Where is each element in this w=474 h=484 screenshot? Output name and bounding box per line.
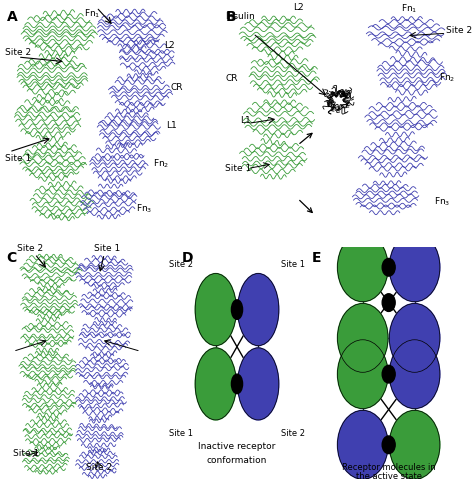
- Text: Fn$_3$: Fn$_3$: [136, 202, 152, 215]
- Text: Fn$_3$: Fn$_3$: [434, 195, 450, 208]
- Circle shape: [382, 365, 395, 383]
- Text: Receptor molecules in: Receptor molecules in: [342, 463, 436, 472]
- Circle shape: [231, 374, 243, 393]
- Circle shape: [337, 303, 388, 372]
- Text: Fn$_1$: Fn$_1$: [84, 7, 100, 20]
- Circle shape: [382, 294, 395, 311]
- Circle shape: [337, 233, 388, 302]
- Text: Fn$_2$: Fn$_2$: [439, 72, 455, 84]
- Text: Fn$_1$: Fn$_1$: [401, 3, 418, 15]
- Circle shape: [389, 303, 440, 372]
- Text: Site 2: Site 2: [17, 244, 43, 254]
- Circle shape: [337, 410, 388, 479]
- Text: B: B: [225, 10, 236, 24]
- Circle shape: [195, 348, 237, 420]
- Text: Site 1: Site 1: [94, 244, 121, 254]
- Text: C: C: [6, 252, 17, 266]
- Circle shape: [231, 300, 243, 319]
- Circle shape: [337, 340, 388, 408]
- Text: Site 2: Site 2: [86, 463, 112, 472]
- Circle shape: [382, 258, 395, 276]
- Text: Inactive receptor: Inactive receptor: [198, 442, 276, 451]
- Circle shape: [389, 410, 440, 479]
- Text: CR: CR: [171, 83, 183, 92]
- Text: L2: L2: [164, 41, 174, 50]
- Circle shape: [237, 273, 279, 346]
- Text: Site 1: Site 1: [5, 154, 31, 164]
- Text: L1: L1: [166, 121, 177, 130]
- Text: Insulin: Insulin: [225, 12, 255, 21]
- Text: CR: CR: [225, 74, 238, 83]
- Text: Site 2: Site 2: [169, 260, 192, 269]
- Text: Site 1: Site 1: [169, 429, 192, 438]
- Text: the active state: the active state: [356, 472, 422, 481]
- Text: Site 2: Site 2: [447, 26, 473, 35]
- Text: Site 1: Site 1: [225, 164, 252, 173]
- Circle shape: [237, 348, 279, 420]
- Text: Site 1: Site 1: [282, 260, 305, 269]
- Circle shape: [389, 233, 440, 302]
- Text: Site 1: Site 1: [13, 449, 39, 458]
- Text: L1: L1: [240, 117, 251, 125]
- Text: D: D: [181, 252, 193, 266]
- Text: Fn$_2$: Fn$_2$: [153, 157, 169, 170]
- Text: E: E: [312, 252, 321, 266]
- Text: L2: L2: [293, 2, 304, 12]
- Text: A: A: [7, 10, 18, 24]
- Circle shape: [382, 436, 395, 454]
- Circle shape: [195, 273, 237, 346]
- Text: Site 2: Site 2: [282, 429, 305, 438]
- Text: Site 2: Site 2: [5, 48, 31, 57]
- Circle shape: [389, 340, 440, 408]
- Text: conformation: conformation: [207, 456, 267, 465]
